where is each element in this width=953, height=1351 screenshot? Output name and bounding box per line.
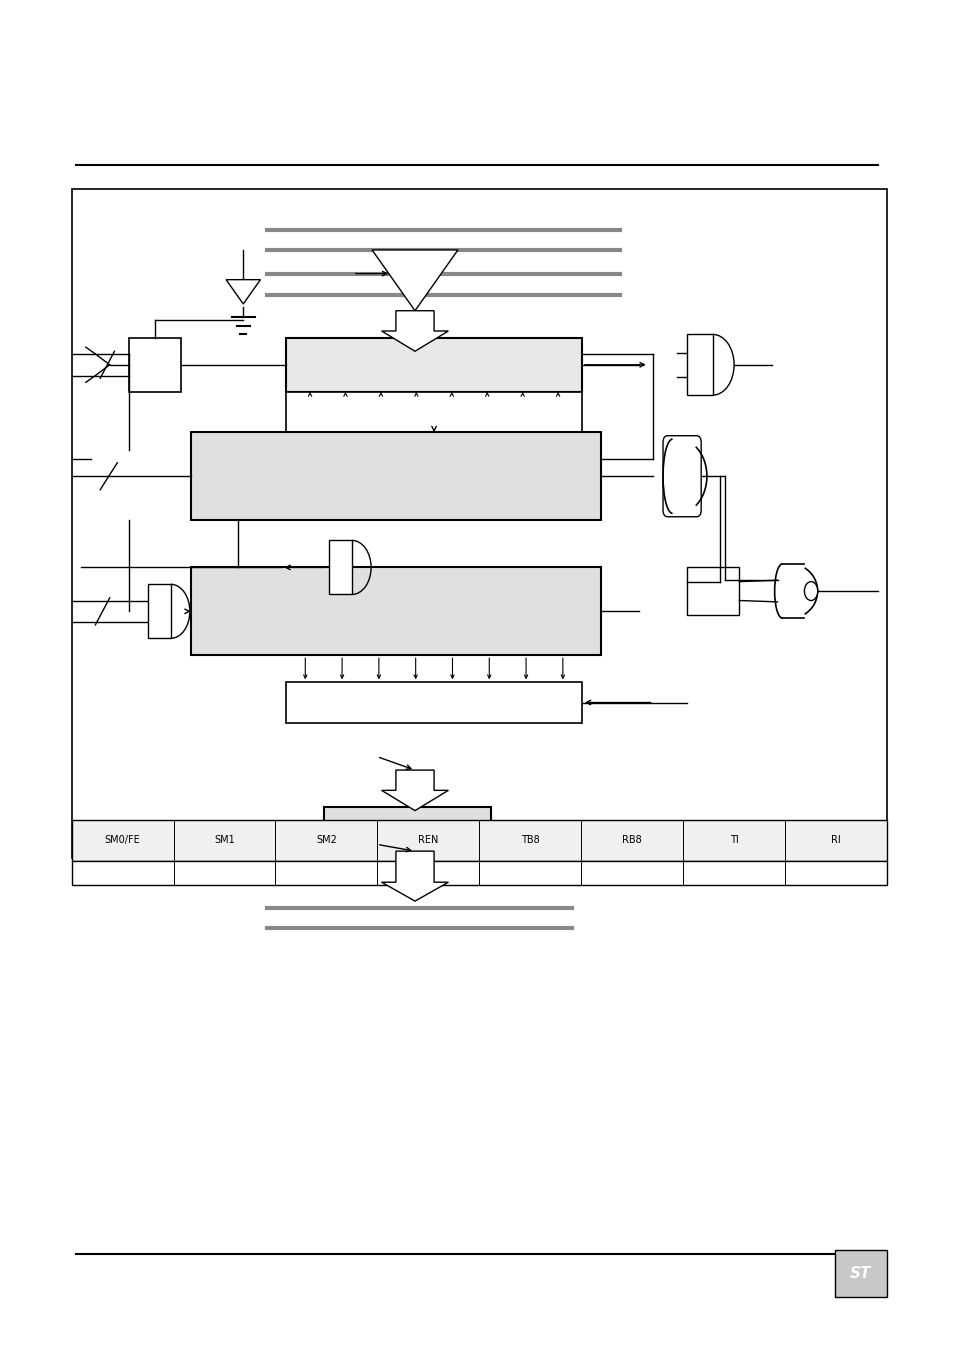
Text: RB8: RB8 [621,835,641,846]
Bar [324,807,491,844]
Bar [686,567,739,615]
Bar [148,584,171,639]
Text: TI: TI [729,835,738,846]
Text: SM1: SM1 [213,835,234,846]
Polygon shape [226,280,260,304]
Text: ST: ST [849,1266,870,1282]
Bar [191,432,600,520]
Bar [191,567,600,655]
Circle shape [803,581,817,600]
Polygon shape [381,770,448,811]
Polygon shape [381,311,448,351]
Polygon shape [372,250,457,311]
FancyBboxPatch shape [662,435,700,517]
Bar [71,861,886,885]
Bar [71,189,886,858]
Bar [286,682,581,723]
Bar [834,1250,886,1297]
Text: TB8: TB8 [520,835,539,846]
Bar [686,334,712,396]
Text: RI: RI [830,835,841,846]
Bar [129,338,181,392]
Bar [329,540,352,594]
Bar [286,338,581,392]
Text: SM2: SM2 [315,835,336,846]
Text: SM0/FE: SM0/FE [105,835,140,846]
Bar [71,820,886,861]
Polygon shape [381,851,448,901]
Bar [286,392,581,432]
Text: REN: REN [417,835,438,846]
